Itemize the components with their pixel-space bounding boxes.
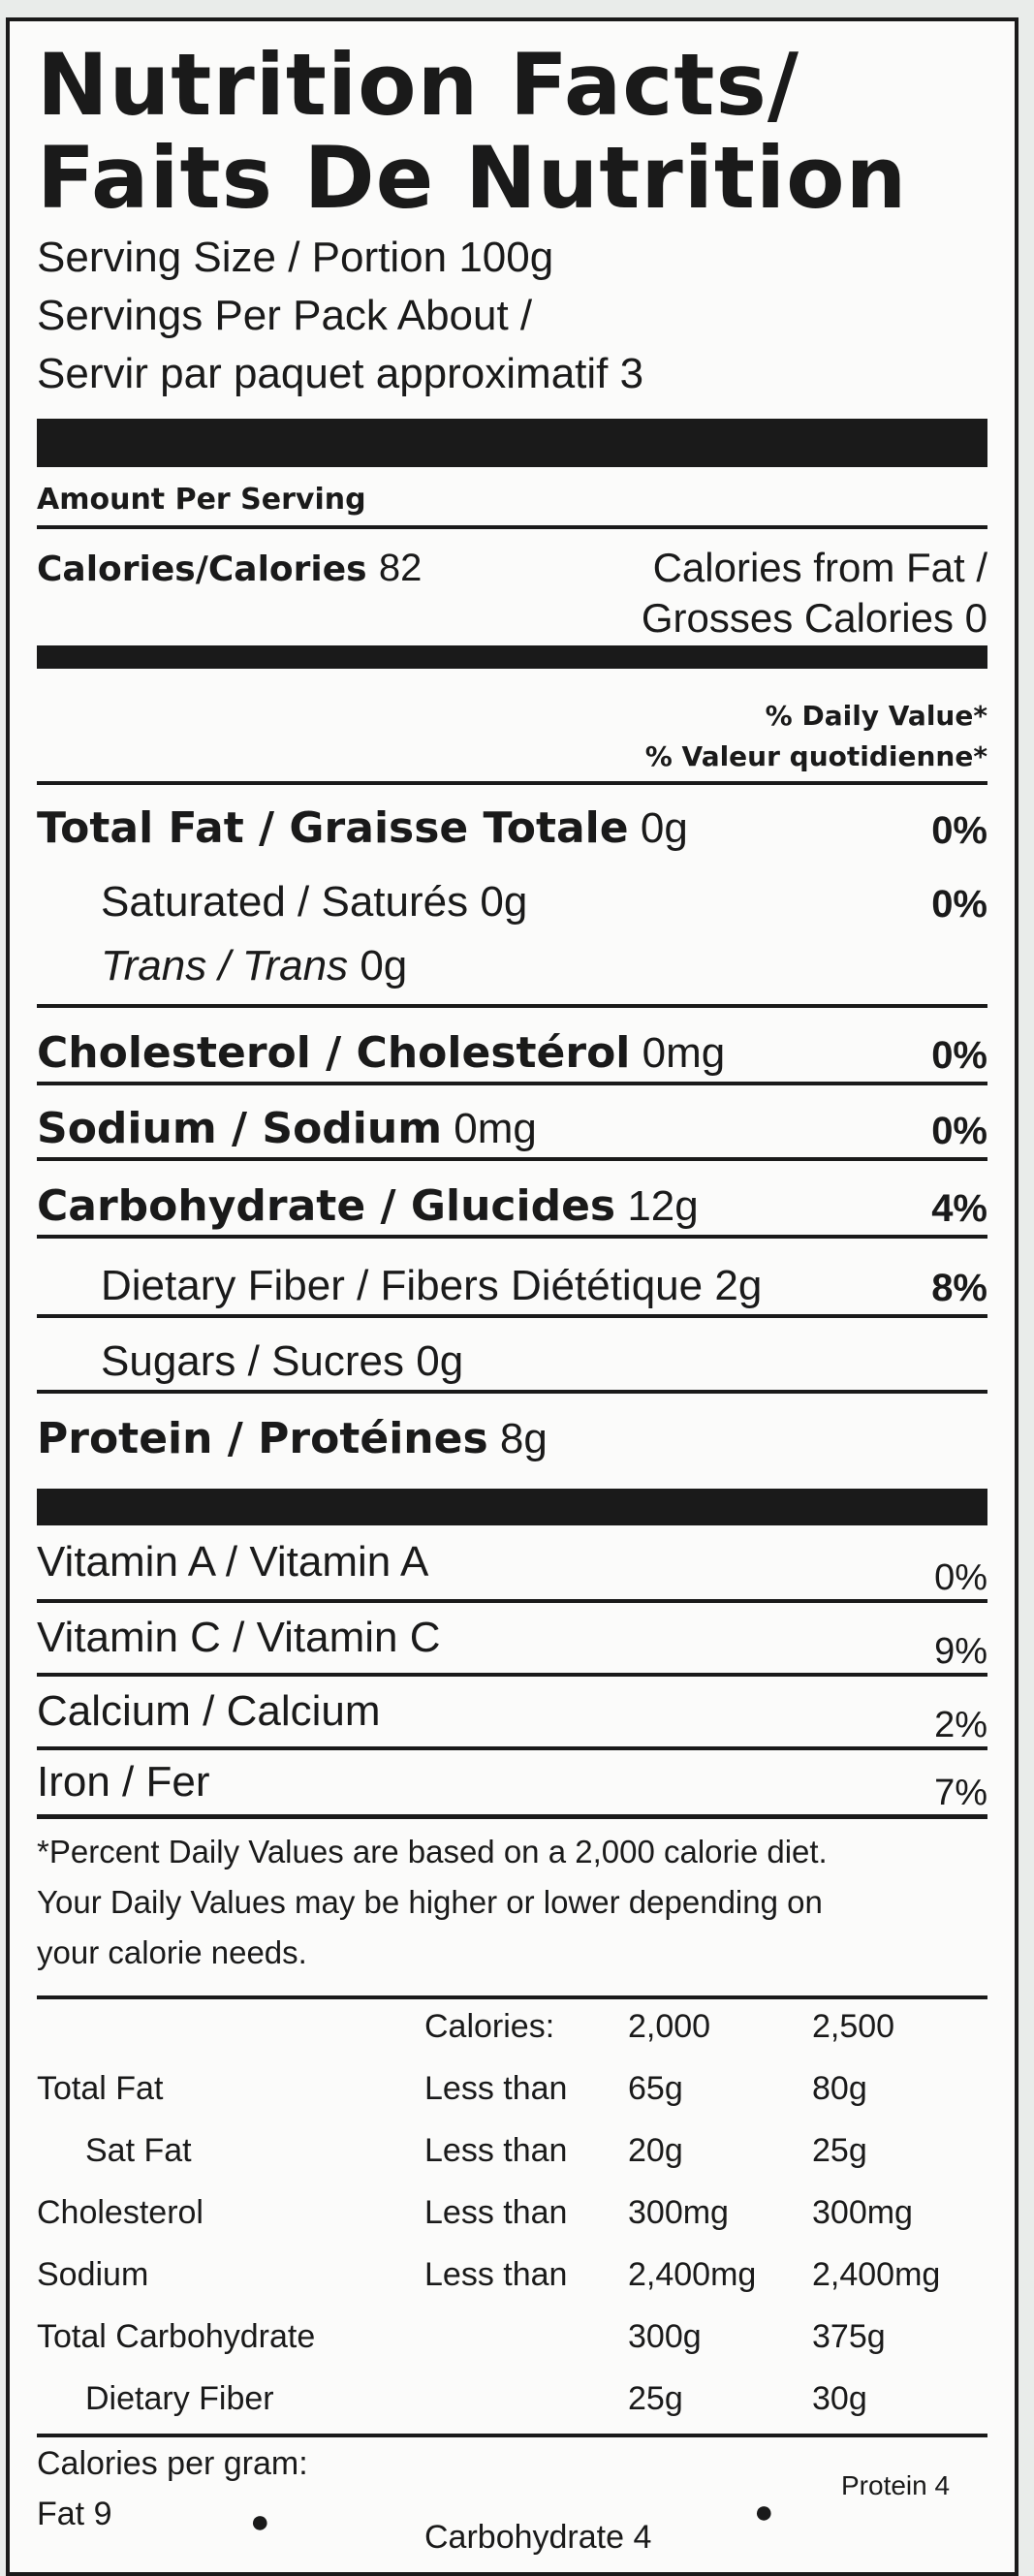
- table-cell: Sat Fat: [85, 2131, 192, 2169]
- table-cell: Cholesterol: [37, 2193, 204, 2231]
- bullet-icon: ●: [250, 2503, 270, 2540]
- thick-divider: [37, 645, 987, 669]
- nutrition-label: Nutrition Facts/ Faits De Nutrition Serv…: [6, 17, 1018, 2576]
- title-en: Nutrition Facts/: [37, 35, 799, 135]
- calories-from-fat-fr: Grosses Calories 0: [641, 595, 987, 641]
- calories-label: Calories/Calories: [37, 550, 367, 589]
- daily-value-header: % Daily Value*: [765, 700, 987, 732]
- amount-per-serving: Amount Per Serving: [37, 483, 366, 517]
- vitamin-row-c: Vitamin C / Vitamin C 9%: [37, 1614, 987, 1672]
- table-cell: Total Carbohydrate: [37, 2317, 316, 2355]
- daily-value-header-fr: % Valeur quotidienne*: [644, 740, 987, 772]
- nutrient-row-sodium: Sodium / Sodium 0mg 0%: [37, 1104, 987, 1153]
- nutrient-row-protein: Protein / Protéines 8g: [37, 1414, 548, 1463]
- calories-value: 82: [378, 547, 423, 589]
- divider: [37, 1004, 987, 1008]
- divider: [37, 1082, 987, 1085]
- nutrient-row-carbohydrate: Carbohydrate / Glucides 12g 4%: [37, 1181, 987, 1231]
- divider: [37, 1599, 987, 1603]
- calories-from-fat: Calories from Fat /: [652, 545, 987, 590]
- vitamin-list: Vitamin A / Vitamin A 0% Vitamin C / Vita…: [37, 1525, 987, 1814]
- servings-per-pack: Servings Per Pack About /: [37, 292, 533, 339]
- table-cell: Sodium: [37, 2255, 149, 2293]
- servings-per-pack-fr: Servir par paquet approximatif 3: [37, 350, 644, 397]
- thick-divider: [37, 1489, 987, 1525]
- divider: [37, 1995, 987, 1999]
- serving-size: Serving Size / Portion 100g: [37, 234, 554, 281]
- calories-row: Calories/Calories 82 Calories from Fat /…: [37, 543, 987, 644]
- table-header-calories: Calories:: [424, 2007, 555, 2045]
- divider: [37, 1390, 987, 1394]
- vitamin-row-iron: Iron / Fer 7%: [37, 1758, 987, 1813]
- divider: [37, 1314, 987, 1318]
- divider: [37, 1157, 987, 1161]
- divider: [37, 525, 987, 529]
- table-cell: Total Fat: [37, 2069, 164, 2107]
- nutrient-row-saturated: Saturated / Saturés 0g 0%: [101, 878, 987, 926]
- table-header-2500: 2,500: [812, 2007, 895, 2045]
- daily-values-table: Calories: 2,000 2,500 Total Fat Less than…: [37, 1995, 987, 2430]
- calories-per-gram: Calories per gram: Fat 9 ● Carbohydrate …: [37, 2445, 951, 2556]
- divider: [37, 1235, 987, 1239]
- bullet-icon: ●: [754, 2494, 774, 2530]
- nutrient-row-total-fat: Total Fat / Graisse Totale 0g 0%: [37, 803, 987, 853]
- nutrient-row-dietary-fiber: Dietary Fiber / Fibers Diététique 2g 8%: [101, 1262, 987, 1309]
- nutrient-list: Total Fat / Graisse Totale 0g 0% Saturate…: [37, 785, 987, 1463]
- divider: [37, 1814, 987, 1819]
- divider: [37, 1673, 987, 1677]
- divider: [37, 2434, 987, 2437]
- table-header-2000: 2,000: [628, 2007, 711, 2045]
- thick-divider: [37, 419, 987, 467]
- vitamin-row-calcium: Calcium / Calcium 2%: [37, 1687, 987, 1745]
- nutrient-row-cholesterol: Cholesterol / Cholestérol 0mg 0%: [37, 1028, 987, 1078]
- title-fr: Faits De Nutrition: [37, 128, 908, 228]
- divider: [37, 1746, 987, 1750]
- nutrient-row-sugars: Sugars / Sucres 0g: [101, 1337, 464, 1385]
- divider: [37, 781, 987, 785]
- footnote: *Percent Daily Values are based on a 2,0…: [37, 1834, 828, 1970]
- table-cell: Dietary Fiber: [85, 2379, 274, 2417]
- vitamin-row-a: Vitamin A / Vitamin A 0%: [37, 1538, 987, 1598]
- nutrient-row-trans: Trans / Trans 0g: [101, 942, 408, 990]
